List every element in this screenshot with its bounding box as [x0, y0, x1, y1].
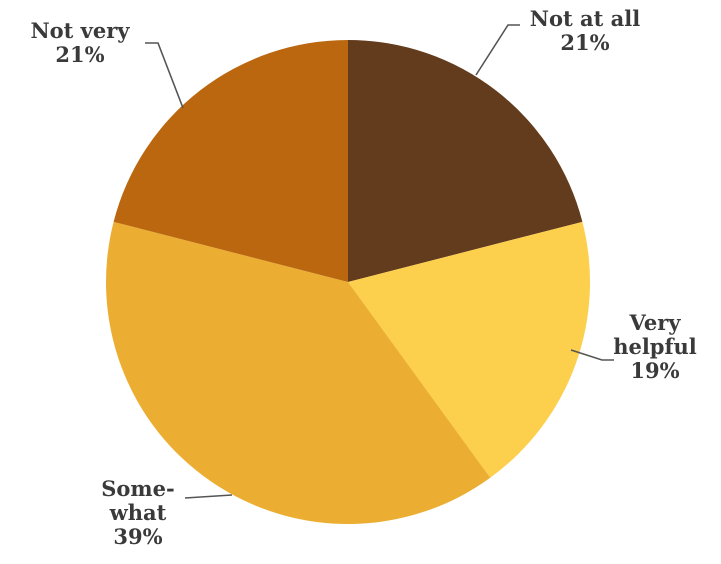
slice-label-line: Very	[629, 310, 682, 335]
slice-label-line: Some-	[101, 476, 174, 501]
leader-line-not-very	[145, 42, 184, 109]
slice-label-line: 21%	[55, 42, 104, 67]
slice-label-line: 21%	[560, 30, 609, 55]
slice-label-line: Not at all	[530, 6, 640, 31]
slice-label-line: what	[109, 500, 167, 525]
slice-label-line: helpful	[613, 334, 697, 359]
slice-labels: Not at all 21%Very helpful 19%Some-what 39%N…	[30, 6, 696, 549]
slice-label-not-very: Not very 21%	[30, 18, 130, 67]
leader-line-very-helpful	[570, 349, 614, 361]
slice-label-line: 19%	[630, 358, 679, 383]
slice-not-at-all	[348, 40, 583, 282]
slice-not-very	[113, 40, 348, 282]
leader-line-not-at-all	[475, 24, 520, 76]
slice-label-not-at-all: Not at all 21%	[530, 6, 640, 55]
slice-label-line: Not very	[30, 18, 130, 43]
pie-slices	[105, 40, 591, 524]
leader-line-somewhat	[184, 494, 233, 499]
slice-very-helpful	[348, 221, 591, 478]
slice-label-somewhat: Some-what 39%	[101, 476, 174, 549]
slice-somewhat	[105, 221, 491, 524]
label-leader-lines	[145, 24, 614, 499]
slice-label-very-helpful: Very helpful 19%	[613, 310, 697, 383]
slice-label-line: 39%	[113, 524, 162, 549]
